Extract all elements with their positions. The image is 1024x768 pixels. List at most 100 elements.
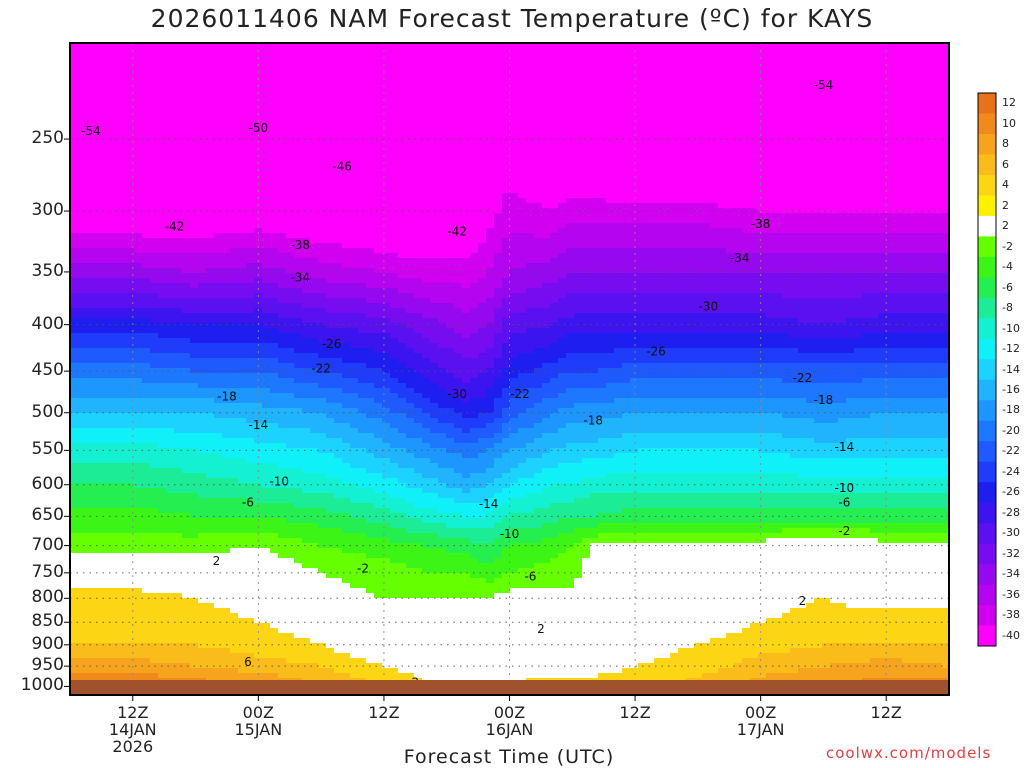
field-cell [174, 573, 183, 579]
field-cell [198, 83, 207, 89]
field-cell [302, 578, 311, 584]
field-cell [238, 48, 247, 54]
field-cell [230, 598, 239, 604]
field-cell [230, 618, 239, 624]
field-cell [310, 103, 319, 109]
field-cell [326, 78, 335, 84]
field-cell [310, 648, 319, 654]
field-cell [70, 153, 79, 159]
field-cell [182, 523, 191, 529]
field-cell [158, 193, 167, 199]
field-cell [294, 213, 303, 219]
field-cell [134, 118, 143, 124]
field-cell [150, 453, 159, 459]
field-cell [126, 348, 135, 354]
field-cell [70, 223, 79, 229]
field-cell [142, 458, 151, 464]
field-cell [110, 193, 119, 199]
field-cell [342, 343, 351, 349]
field-cell [150, 598, 159, 604]
field-cell [350, 538, 359, 544]
field-cell [310, 558, 319, 564]
field-cell [326, 598, 335, 604]
field-cell [94, 168, 103, 174]
field-cell [318, 198, 327, 204]
field-cell [366, 48, 375, 54]
field-cell [206, 213, 215, 219]
field-cell [334, 388, 343, 394]
field-cell [166, 508, 175, 514]
field-cell [150, 218, 159, 224]
field-cell [230, 248, 239, 254]
field-cell [134, 363, 143, 369]
field-cell [206, 343, 215, 349]
field-cell [238, 348, 247, 354]
field-cell [174, 73, 183, 79]
field-cell [198, 588, 207, 594]
field-cell [70, 428, 79, 434]
field-cell [190, 478, 199, 484]
field-cell [94, 83, 103, 89]
field-cell [342, 538, 351, 544]
field-cell [310, 458, 319, 464]
field-cell [134, 323, 143, 329]
field-cell [366, 118, 375, 124]
field-cell [206, 403, 215, 409]
field-cell [118, 78, 127, 84]
field-cell [134, 238, 143, 244]
field-cell [206, 73, 215, 79]
field-cell [294, 68, 303, 74]
field-cell [118, 538, 127, 544]
field-cell [110, 368, 119, 374]
field-cell [110, 278, 119, 284]
field-cell [206, 443, 215, 449]
field-cell [222, 673, 231, 679]
field-cell [326, 88, 335, 94]
field-cell [78, 308, 87, 314]
field-cell [86, 423, 95, 429]
field-cell [190, 618, 199, 624]
field-cell [222, 513, 231, 519]
field-cell [302, 403, 311, 409]
field-cell [174, 238, 183, 244]
field-cell [310, 633, 319, 639]
field-cell [326, 428, 335, 434]
field-cell [302, 593, 311, 599]
field-cell [70, 373, 79, 379]
field-cell [262, 503, 271, 509]
field-cell [158, 618, 167, 624]
field-cell [206, 228, 215, 234]
field-cell [126, 98, 135, 104]
field-cell [86, 328, 95, 334]
field-cell [198, 418, 207, 424]
field-cell [214, 178, 223, 184]
field-cell [270, 363, 279, 369]
field-cell [302, 523, 311, 529]
field-cell [334, 408, 343, 414]
field-cell [206, 143, 215, 149]
field-cell [70, 338, 79, 344]
field-cell [190, 653, 199, 659]
field-cell [334, 508, 343, 514]
field-cell [302, 218, 311, 224]
field-cell [318, 438, 327, 444]
field-cell [78, 443, 87, 449]
field-cell [118, 158, 127, 164]
field-cell [358, 293, 367, 299]
field-cell [318, 433, 327, 439]
field-cell [334, 233, 343, 239]
field-cell [358, 218, 367, 224]
field-cell [270, 283, 279, 289]
field-cell [246, 358, 255, 364]
field-cell [326, 633, 335, 639]
field-cell [190, 608, 199, 614]
field-cell [78, 113, 87, 119]
field-cell [350, 48, 359, 54]
field-cell [206, 48, 215, 54]
field-cell [110, 403, 119, 409]
field-cell [358, 648, 367, 654]
field-cell [110, 243, 119, 249]
field-cell [190, 308, 199, 314]
field-cell [158, 603, 167, 609]
field-cell [206, 298, 215, 304]
